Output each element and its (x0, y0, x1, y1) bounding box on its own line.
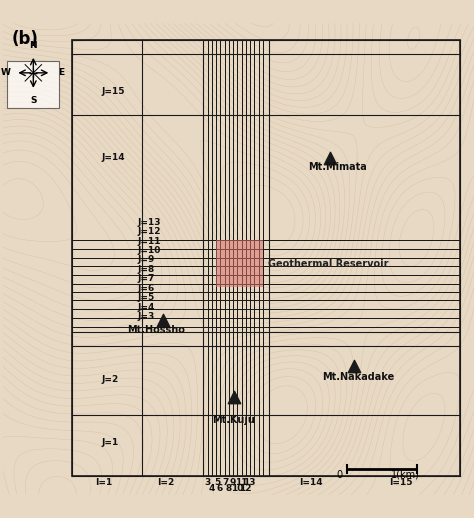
Text: J=12: J=12 (137, 227, 161, 236)
Text: 8: 8 (225, 484, 232, 494)
Text: 6: 6 (217, 484, 223, 494)
Text: Mt.Kuju: Mt.Kuju (212, 414, 255, 425)
Text: I=15: I=15 (389, 478, 413, 487)
Text: J=3: J=3 (137, 312, 154, 321)
Text: 10: 10 (231, 484, 243, 494)
Text: (b): (b) (12, 31, 39, 48)
Text: J=1: J=1 (101, 438, 119, 448)
Text: J=10: J=10 (137, 246, 160, 255)
Text: J=6: J=6 (137, 284, 154, 293)
Text: S: S (30, 96, 36, 105)
Text: 3: 3 (205, 478, 211, 487)
Text: J=7: J=7 (137, 275, 155, 283)
Text: Mt.Hossho: Mt.Hossho (127, 325, 185, 335)
Bar (216, 240, 263, 287)
Text: Mt.Nakadake: Mt.Nakadake (322, 372, 395, 382)
Text: J=8: J=8 (137, 265, 154, 274)
Text: 4: 4 (208, 484, 215, 494)
Text: Mt.Mimata: Mt.Mimata (308, 162, 367, 172)
Text: 11: 11 (235, 478, 247, 487)
Text: J=5: J=5 (137, 293, 154, 302)
Text: I=1: I=1 (95, 478, 113, 487)
Text: I=14: I=14 (300, 478, 323, 487)
Bar (8, 61, 59, 108)
Text: 9: 9 (230, 478, 237, 487)
Text: 5: 5 (214, 478, 220, 487)
Text: J=15: J=15 (101, 87, 125, 96)
Text: Geothermal Reservoir: Geothermal Reservoir (267, 258, 388, 269)
Text: I=2: I=2 (157, 478, 174, 487)
Text: J=2: J=2 (101, 375, 119, 384)
Bar (73, 40, 460, 476)
Text: 7: 7 (222, 478, 228, 487)
Text: 13: 13 (244, 478, 256, 487)
Text: N: N (29, 40, 37, 50)
Point (327, 153, 334, 162)
Text: W: W (0, 68, 10, 77)
Text: 1(km): 1(km) (391, 470, 420, 480)
Text: J=11: J=11 (137, 237, 161, 246)
Text: J=13: J=13 (137, 218, 161, 227)
Point (230, 393, 237, 401)
Text: 0: 0 (337, 470, 343, 480)
Point (159, 316, 167, 324)
Text: J=4: J=4 (137, 303, 155, 311)
Text: J=14: J=14 (101, 153, 125, 162)
Point (350, 362, 357, 370)
Text: E: E (58, 68, 64, 77)
Text: 12: 12 (239, 484, 252, 494)
Text: J=9: J=9 (137, 255, 155, 265)
